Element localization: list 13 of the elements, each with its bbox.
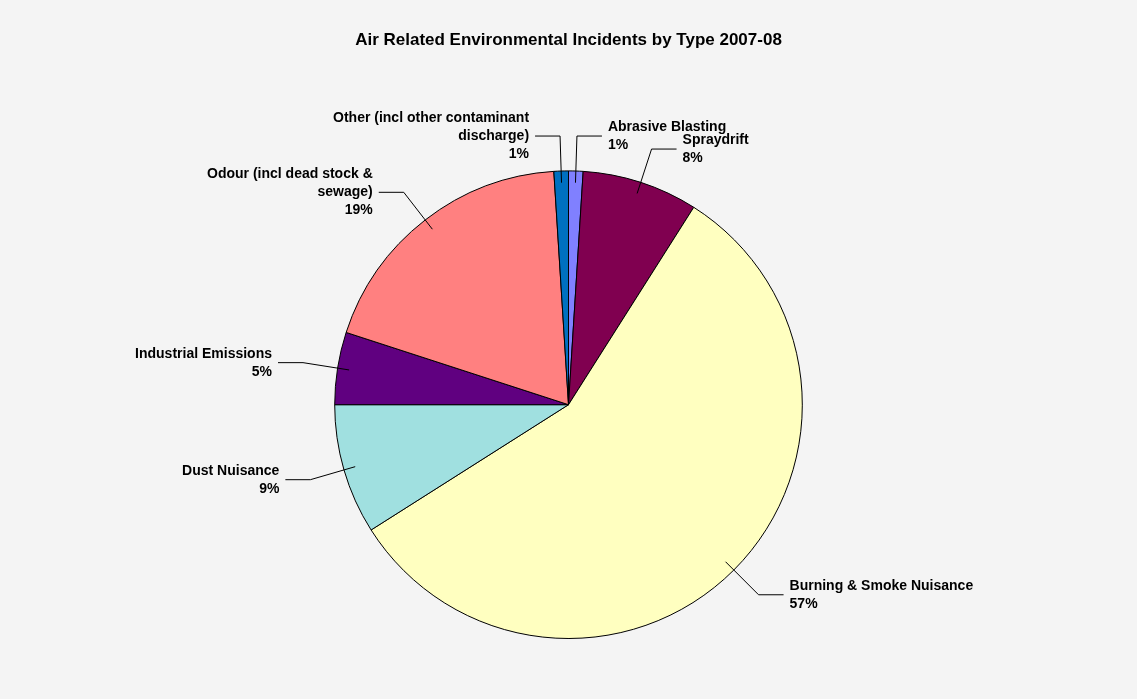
data-label: 1% [607,135,629,152]
slice-label: Industrial Emissions [135,344,273,361]
data-label: 8% [682,148,704,165]
slice-label: Dust Nuisance [182,461,280,478]
data-label: 9% [259,479,280,496]
slice-label: Other (incl other contaminant discharge) [333,108,530,143]
data-label: 5% [251,362,273,379]
slice-label: Burning & Smoke Nuisance [789,576,974,593]
data-label: 1% [508,144,530,161]
data-label: 19% [344,201,374,218]
chart-title: Air Related Environmental Incidents by Type 2007-08 [355,29,782,49]
data-label: 57% [789,594,819,611]
slice-label: Odour (incl dead stock & sewage) [207,165,373,200]
